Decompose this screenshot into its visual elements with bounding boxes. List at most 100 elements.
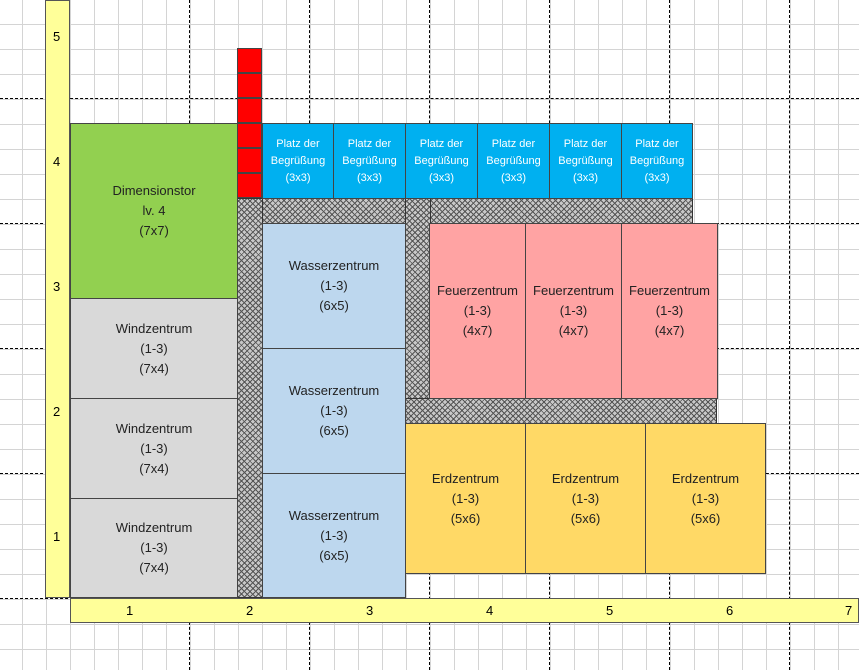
building-size: (3x3) xyxy=(356,171,383,184)
building-dimension-gate[interactable]: Dimensionstor lv. 4 (7x7) xyxy=(70,123,238,299)
building-name: Platz der xyxy=(563,137,608,150)
building-water-center[interactable]: Wasserzentrum (1-3) (6x5) xyxy=(262,223,406,349)
x-axis-label: 6 xyxy=(726,603,734,618)
building-name: Erdzentrum xyxy=(671,470,740,486)
building-fire-center[interactable]: Feuerzentrum (1-3) (4x7) xyxy=(429,223,526,399)
x-axis-label: 1 xyxy=(126,603,134,618)
building-name: Feuerzentrum xyxy=(533,283,614,298)
building-size: (3x3) xyxy=(572,171,599,184)
x-axis-label: 2 xyxy=(246,603,254,618)
building-range: (1-3) xyxy=(320,527,348,543)
building-name: Begrüßung xyxy=(342,154,397,167)
building-name: Wasserzentrum xyxy=(288,383,380,398)
building-range: (1-3) xyxy=(451,490,480,506)
marker-cell xyxy=(237,73,262,98)
path-hatched xyxy=(405,198,431,423)
building-name: Begrüßung xyxy=(270,154,326,167)
x-axis-label: 4 xyxy=(486,603,494,618)
building-name: Dimensionstor xyxy=(112,183,196,198)
x-axis-label: 5 xyxy=(606,603,614,618)
building-size: (3x3) xyxy=(644,171,670,184)
building-name: Platz der xyxy=(347,137,392,150)
path-hatched xyxy=(237,198,693,224)
building-water-center[interactable]: Wasserzentrum (1-3) (6x5) xyxy=(262,473,406,598)
building-wind-center[interactable]: Windzentrum (1-3) (7x4) xyxy=(70,398,238,499)
building-size: (7x4) xyxy=(139,460,169,476)
building-size: (6x5) xyxy=(319,298,349,313)
building-fire-center[interactable]: Feuerzentrum (1-3) (4x7) xyxy=(525,223,622,399)
building-welcome-plaza[interactable]: Platz der Begrüßung (3x3) xyxy=(621,123,693,199)
y-axis-label: 4 xyxy=(53,154,61,169)
marker-cell xyxy=(237,98,262,123)
path-hatched xyxy=(237,198,263,598)
building-name: Platz der xyxy=(276,137,320,150)
building-name: Feuerzentrum xyxy=(437,283,518,298)
building-earth-center[interactable]: Erdzentrum (1-3) (5x6) xyxy=(645,423,766,574)
building-size: (7x4) xyxy=(139,560,169,575)
y-axis-label: 2 xyxy=(53,404,61,419)
building-name: Windzentrum xyxy=(115,420,193,436)
building-name: Windzentrum xyxy=(115,320,193,336)
building-wind-center[interactable]: Windzentrum (1-3) (7x4) xyxy=(70,498,238,598)
building-size: (4x7) xyxy=(558,323,589,338)
building-size: (7x4) xyxy=(139,360,169,376)
building-name: Erdzentrum xyxy=(551,470,620,486)
building-name: Begrüßung xyxy=(486,154,541,167)
building-fire-center[interactable]: Feuerzentrum (1-3) (4x7) xyxy=(621,223,718,399)
building-range: (1-3) xyxy=(571,490,600,506)
building-size: (4x7) xyxy=(654,323,685,338)
building-range: (1-3) xyxy=(463,303,492,318)
building-welcome-plaza[interactable]: Platz der Begrüßung (3x3) xyxy=(262,123,334,199)
building-size: (3x3) xyxy=(500,171,527,184)
building-name: Begrüßung xyxy=(629,154,685,167)
building-range: (1-3) xyxy=(691,490,720,506)
building-size: (4x7) xyxy=(462,323,493,338)
building-range: (1-3) xyxy=(655,303,684,318)
guide-line xyxy=(789,0,790,670)
marker-cell xyxy=(237,173,262,198)
building-level: lv. 4 xyxy=(142,203,166,218)
x-axis xyxy=(70,598,859,623)
y-axis xyxy=(45,0,70,598)
building-size: (6x5) xyxy=(319,547,349,563)
y-axis-label: 3 xyxy=(53,279,61,294)
building-range: (1-3) xyxy=(320,278,348,293)
marker-cell xyxy=(237,48,262,73)
building-name: Begrüßung xyxy=(558,154,613,167)
building-size: (5x6) xyxy=(450,510,481,526)
marker-cell xyxy=(237,123,262,148)
building-size: (7x7) xyxy=(139,223,169,238)
building-name: Platz der xyxy=(419,137,464,150)
building-welcome-plaza[interactable]: Platz der Begrüßung (3x3) xyxy=(333,123,406,199)
x-axis-label: 7 xyxy=(845,603,853,618)
marker-cell xyxy=(237,148,262,173)
building-range: (1-3) xyxy=(320,403,348,418)
building-earth-center[interactable]: Erdzentrum (1-3) (5x6) xyxy=(405,423,526,574)
building-size: (3x3) xyxy=(285,171,311,184)
building-size: (5x6) xyxy=(690,510,721,526)
building-range: (1-3) xyxy=(140,440,168,456)
building-welcome-plaza[interactable]: Platz der Begrüßung (3x3) xyxy=(549,123,622,199)
building-name: Begrüßung xyxy=(414,154,469,167)
building-name: Windzentrum xyxy=(115,520,193,535)
building-range: (1-3) xyxy=(140,540,168,555)
building-welcome-plaza[interactable]: Platz der Begrüßung (3x3) xyxy=(477,123,550,199)
y-axis-label: 5 xyxy=(53,29,61,44)
building-range: (1-3) xyxy=(140,340,168,356)
y-axis-label: 1 xyxy=(53,529,61,544)
building-welcome-plaza[interactable]: Platz der Begrüßung (3x3) xyxy=(405,123,478,199)
path-hatched xyxy=(405,398,717,424)
building-name: Wasserzentrum xyxy=(288,507,380,523)
x-axis-label: 3 xyxy=(366,603,374,618)
building-name: Feuerzentrum xyxy=(629,283,710,298)
building-size: (3x3) xyxy=(428,171,455,184)
building-earth-center[interactable]: Erdzentrum (1-3) (5x6) xyxy=(525,423,646,574)
building-name: Platz der xyxy=(635,137,679,150)
building-name: Platz der xyxy=(491,137,536,150)
building-water-center[interactable]: Wasserzentrum (1-3) (6x5) xyxy=(262,348,406,474)
building-size: (6x5) xyxy=(319,423,349,438)
building-size: (5x6) xyxy=(570,510,601,526)
building-wind-center[interactable]: Windzentrum (1-3) (7x4) xyxy=(70,298,238,399)
building-name: Wasserzentrum xyxy=(288,258,380,273)
